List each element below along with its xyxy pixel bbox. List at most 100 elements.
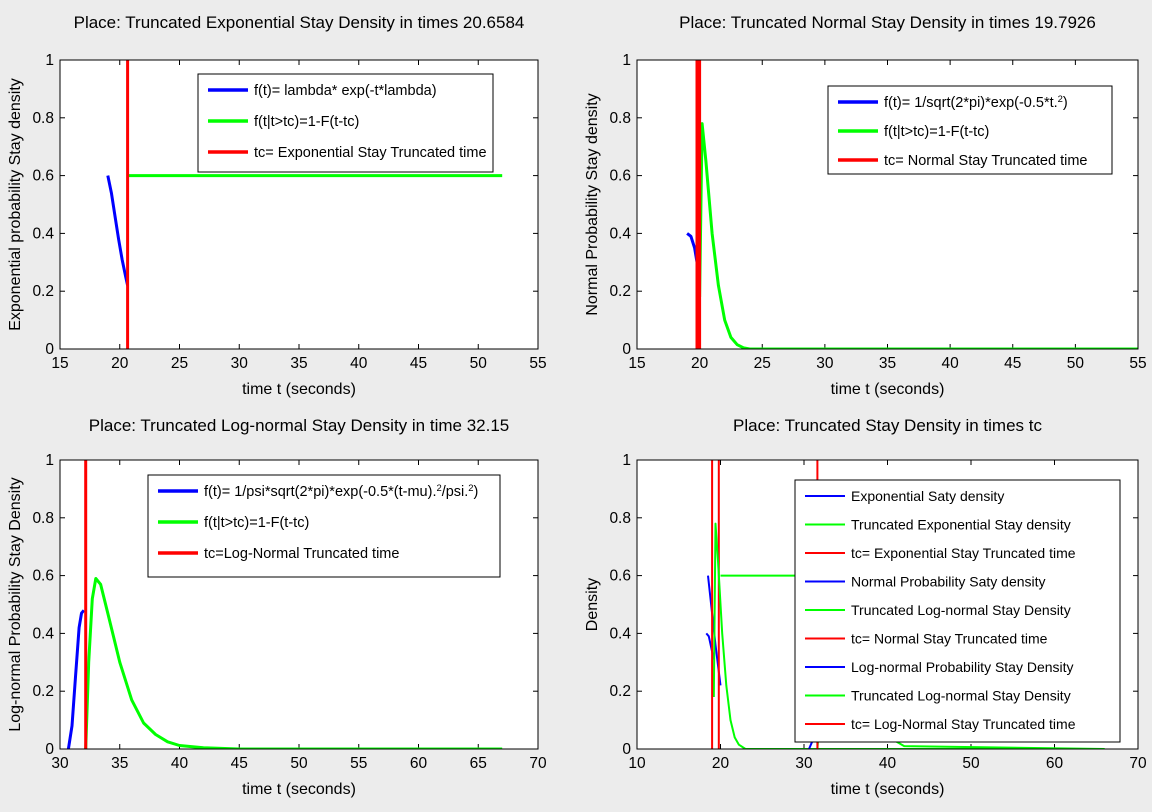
y-tick-label: 0.4: [32, 625, 54, 642]
x-tick-label: 40: [879, 755, 897, 772]
legend-entry: tc=Log-Normal Truncated time: [204, 546, 399, 562]
x-tick-label: 55: [529, 355, 546, 372]
legend-entry: tc= Exponential Stay Truncated time: [851, 545, 1076, 561]
legend-entry: Truncated Log-normal Stay Density: [851, 602, 1071, 618]
legend-entry: f(t)= lambda* exp(-t*lambda): [254, 83, 437, 99]
axes-frame: [59, 459, 539, 750]
x-tick-label: 45: [1004, 355, 1021, 372]
x-axis-label: time t (seconds): [831, 381, 945, 398]
x-tick-label: 40: [171, 755, 189, 772]
legend-box: [794, 479, 1121, 743]
legend-entry: tc= Normal Stay Truncated time: [884, 153, 1087, 169]
x-tick-label: 50: [470, 355, 488, 372]
legend-entry: f(t)= 1/psi*sqrt(2*pi)*exp(-0.5*(t-mu).2…: [204, 482, 478, 500]
x-tick-label: 65: [470, 755, 487, 772]
y-tick-label: 0.2: [32, 283, 54, 300]
y-tick-label: 0.4: [32, 225, 54, 242]
legend-entry: f(t|t>tc)=1-F(t-tc): [884, 124, 989, 140]
chart-panel-2: Place: Truncated Normal Stay Density in …: [584, 13, 1147, 398]
x-tick-label: 50: [962, 755, 980, 772]
x-tick-label: 30: [51, 755, 69, 772]
x-tick-label: 55: [350, 755, 367, 772]
x-tick-label: 15: [628, 355, 645, 372]
chart-panel-1: Place: Truncated Exponential Stay Densit…: [7, 13, 547, 398]
series-lines: [66, 460, 503, 749]
x-tick-label: 30: [231, 355, 249, 372]
series-line-2: [84, 577, 503, 749]
chart-title: Place: Truncated Log-normal Stay Density…: [89, 416, 510, 435]
y-tick-label: 0.6: [609, 568, 631, 585]
legend: f(t)= 1/psi*sqrt(2*pi)*exp(-0.5*(t-mu).2…: [147, 474, 501, 578]
y-tick-label: 0.2: [609, 283, 631, 300]
x-tick-label: 25: [171, 355, 188, 372]
y-tick-label: 0.4: [609, 625, 631, 642]
legend-entry: tc= Log-Normal Stay Truncated time: [851, 716, 1076, 732]
x-tick-label: 60: [410, 755, 428, 772]
legend-entry: Exponential Saty density: [851, 488, 1004, 504]
x-tick-label: 40: [350, 355, 368, 372]
x-axis-label: time t (seconds): [242, 781, 356, 798]
legend-entry: Truncated Exponential Stay density: [851, 517, 1071, 533]
x-tick-label: 70: [529, 755, 547, 772]
y-tick-label: 0.8: [32, 110, 54, 127]
y-tick-label: 0.2: [32, 683, 54, 700]
x-tick-label: 30: [816, 355, 834, 372]
legend: f(t)= 1/sqrt(2*pi)*exp(-0.5*t.2) f(t|t>tc…: [827, 85, 1113, 175]
chart-title: Place: Truncated Normal Stay Density in …: [679, 13, 1096, 32]
x-tick-label: 60: [1046, 755, 1064, 772]
legend-entry: f(t|t>tc)=1-F(t-tc): [204, 515, 309, 531]
y-tick-label: 0.8: [32, 510, 54, 527]
y-tick-label: 0: [45, 341, 54, 358]
chart-panel-3: Place: Truncated Log-normal Stay Density…: [7, 416, 547, 798]
y-tick-label: 1: [622, 52, 631, 69]
x-tick-label: 15: [51, 355, 68, 372]
legend-entry: f(t)= 1/sqrt(2*pi)*exp(-0.5*t.2): [884, 93, 1068, 111]
legend-entry: Normal Probability Saty density: [851, 574, 1046, 590]
legend: Exponential Saty density Truncated Expone…: [794, 479, 1121, 743]
y-tick-label: 1: [45, 52, 54, 69]
legend-entry: f(t|t>tc)=1-F(t-tc): [254, 114, 359, 130]
y-axis-label: Density: [584, 578, 601, 631]
chart-title: Place: Truncated Stay Density in times t…: [733, 416, 1042, 435]
series-line-5: [712, 522, 1105, 749]
y-tick-label: 0.6: [32, 168, 54, 185]
axes-frame: [636, 59, 1139, 350]
x-tick-label: 20: [111, 355, 129, 372]
legend-entry: tc= Exponential Stay Truncated time: [254, 145, 487, 161]
chart-panel-4: Place: Truncated Stay Density in times t…: [584, 416, 1147, 798]
legend-entry: tc= Normal Stay Truncated time: [851, 631, 1048, 647]
y-tick-label: 0: [45, 741, 54, 758]
x-tick-label: 20: [691, 355, 709, 372]
legend-entry: Truncated Log-normal Stay Density: [851, 688, 1071, 704]
y-tick-label: 0.8: [609, 510, 631, 527]
x-tick-label: 35: [879, 355, 896, 372]
x-tick-label: 35: [290, 355, 307, 372]
y-tick-label: 0.8: [609, 110, 631, 127]
x-tick-label: 35: [111, 755, 128, 772]
y-tick-label: 1: [45, 452, 54, 469]
x-tick-label: 20: [712, 755, 730, 772]
x-tick-label: 45: [410, 355, 427, 372]
x-tick-label: 70: [1129, 755, 1147, 772]
x-axis-label: time t (seconds): [831, 781, 945, 798]
series-line-1: [66, 609, 86, 749]
x-tick-label: 45: [231, 755, 248, 772]
y-axis-label: Normal Probability Stay density: [584, 93, 601, 315]
y-tick-label: 0.6: [32, 568, 54, 585]
x-tick-label: 55: [1129, 355, 1146, 372]
y-axis-label: Exponential probability Stay density: [7, 78, 24, 331]
x-tick-label: 50: [1067, 355, 1085, 372]
y-tick-label: 0.2: [609, 683, 631, 700]
series-lines: [686, 60, 1138, 349]
y-tick-label: 0.6: [609, 168, 631, 185]
legend: f(t)= lambda* exp(-t*lambda) f(t|t>tc)=1-…: [197, 73, 494, 173]
x-axis-label: time t (seconds): [242, 381, 356, 398]
chart-title: Place: Truncated Exponential Stay Densit…: [74, 13, 525, 32]
x-tick-label: 10: [628, 755, 646, 772]
legend-entry: Log-normal Probability Stay Density: [851, 659, 1074, 675]
x-tick-label: 40: [942, 355, 960, 372]
axes-frame: [59, 59, 539, 350]
series-lines: [106, 60, 503, 349]
y-axis-label: Log-normal Probability Stay Density: [7, 477, 24, 731]
